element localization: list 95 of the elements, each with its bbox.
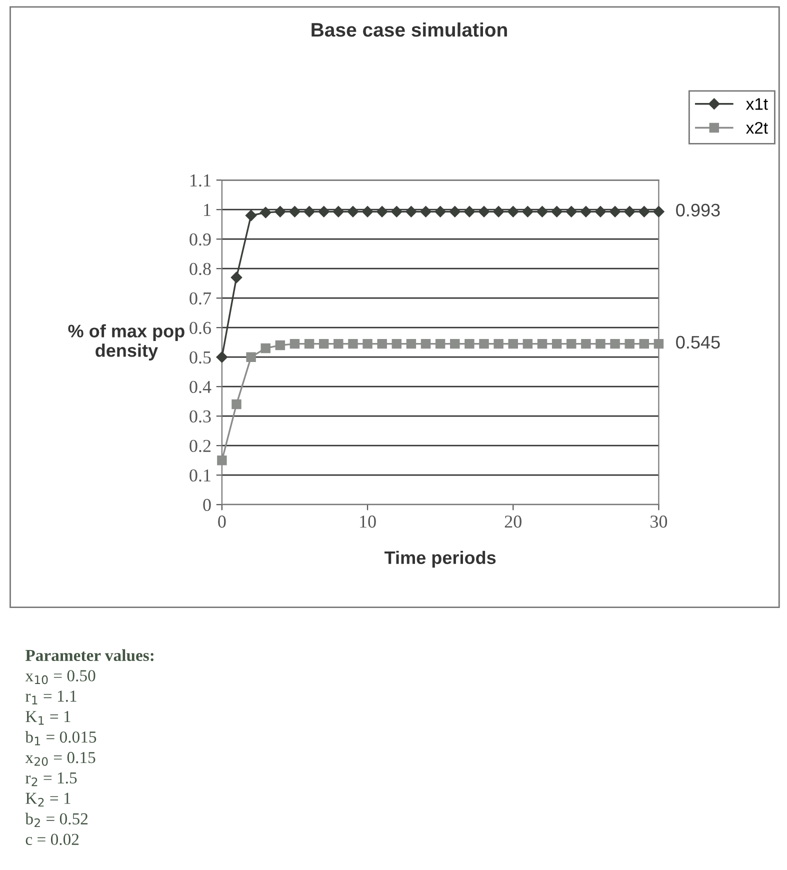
point [610,338,620,349]
point [348,338,358,349]
point [581,338,591,349]
point [274,206,286,218]
chart-title: Base case simulation [312,22,507,37]
x-tick-label: 10 [360,516,376,528]
point [216,351,228,363]
text: r$_{1}$ = 1.1 [26,690,76,704]
point [522,206,534,218]
text: x$_{20}$ = 0.15 [25,752,96,766]
point [304,338,314,349]
text: K$_{2}$ = 1 [26,792,70,807]
point [654,338,664,349]
point [464,338,474,349]
point [362,338,372,349]
point [566,206,577,218]
y-tick-label: 0.5 [190,351,211,364]
point [420,338,431,349]
point [508,338,518,349]
point [449,206,460,218]
y-tick-label: 1 [204,204,210,216]
text: b$_{2}$ = 0.52 [25,812,88,828]
point [624,338,634,349]
point [391,206,402,218]
y-tick-label: 0.8 [190,262,211,276]
point [522,338,533,349]
point [492,206,504,218]
point [551,206,562,218]
point [508,206,519,218]
y-tick-label: 0.4 [190,380,212,394]
point [435,338,446,349]
legend-label: x1t [746,98,768,110]
point [552,338,562,349]
point [290,338,300,349]
point [594,206,606,218]
y-tick-label: 0.3 [190,410,211,423]
point [580,206,592,218]
text: x$_{10}$ = 0.50 [25,670,96,684]
text: r$_{2}$ = 1.5 [26,772,77,786]
text: K$_{1}$ = 1 [26,711,70,725]
point [318,206,330,218]
text: c = 0.02 [26,834,79,846]
x-tick-label: 30 [650,516,668,528]
point [232,399,242,410]
point [406,338,416,349]
point [260,343,270,354]
point [624,206,636,218]
point [450,338,460,349]
y-tick-label: 0.1 [190,469,210,482]
point [638,206,650,218]
point [377,338,387,349]
point [639,338,650,349]
x-tick-label: 0 [218,516,226,528]
point [479,338,489,349]
y-tick-label: 0.9 [190,233,211,246]
point [362,206,374,218]
legend-label: x2t [746,122,768,134]
point [334,338,344,349]
point [217,455,227,466]
text: Parameter values: [25,649,154,662]
y-tick-label: 0 [203,498,211,512]
point [260,206,272,218]
point [304,206,315,218]
annotation: 0.993 [676,204,720,217]
point [478,206,490,218]
y-tick-label: 1.1 [190,174,210,187]
point [275,340,286,350]
point [434,206,446,218]
point [420,206,432,218]
x-tick-label: 20 [504,516,522,528]
point [653,206,664,218]
point [392,338,402,349]
text: b$_{1}$ = 0.015 [25,730,96,746]
annotation: 0.545 [676,336,720,349]
x-axis-title: Time periods [384,550,496,568]
point [464,206,476,218]
point [494,338,504,349]
point [376,206,388,218]
point [596,338,606,349]
point [246,352,256,362]
y-tick-label: 0.2 [190,440,211,452]
y-axis-title: % of max pop density [68,324,184,360]
point [289,206,300,218]
point [245,210,257,222]
point [347,206,359,218]
point [609,206,621,218]
point [537,338,548,349]
point [536,206,548,218]
point [318,338,329,349]
point [406,206,417,218]
point [332,206,344,218]
point [566,338,576,349]
y-tick-label: 0.6 [190,322,211,334]
y-tick-label: 0.7 [190,292,211,305]
point [230,272,242,284]
